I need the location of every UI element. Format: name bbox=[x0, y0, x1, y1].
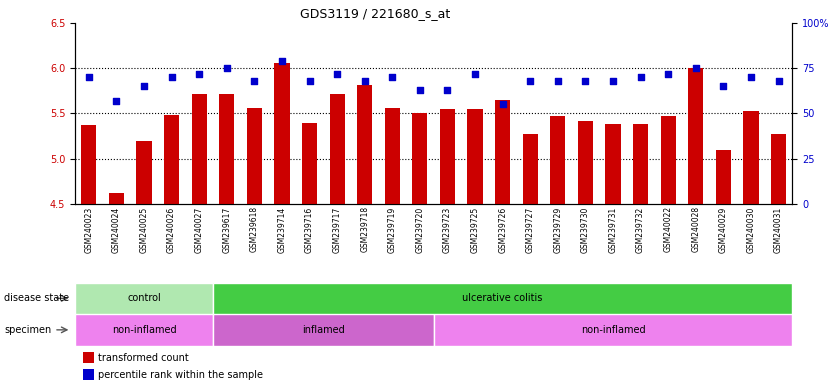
Point bbox=[661, 71, 675, 77]
Bar bbox=[605, 124, 620, 204]
Text: non-inflamed: non-inflamed bbox=[112, 325, 176, 335]
Point bbox=[606, 78, 620, 84]
Text: inflamed: inflamed bbox=[302, 325, 344, 335]
Text: GSM239731: GSM239731 bbox=[609, 206, 617, 253]
Point bbox=[524, 78, 537, 84]
Bar bbox=[75, 314, 213, 346]
Bar bbox=[578, 121, 593, 204]
Bar bbox=[384, 108, 399, 204]
Point bbox=[248, 78, 261, 84]
Text: GSM239618: GSM239618 bbox=[250, 206, 259, 252]
Bar bbox=[137, 141, 152, 204]
Bar bbox=[495, 100, 510, 204]
Text: GSM240023: GSM240023 bbox=[84, 206, 93, 253]
Bar bbox=[274, 63, 289, 204]
Point bbox=[496, 101, 510, 108]
Point bbox=[193, 71, 206, 77]
Bar bbox=[219, 94, 234, 204]
Text: GSM239716: GSM239716 bbox=[305, 206, 314, 253]
Text: transformed count: transformed count bbox=[98, 353, 189, 363]
Bar bbox=[81, 125, 97, 204]
Point bbox=[441, 87, 455, 93]
Text: GSM240024: GSM240024 bbox=[112, 206, 121, 253]
Text: GSM240027: GSM240027 bbox=[194, 206, 203, 253]
Text: GSM239714: GSM239714 bbox=[278, 206, 286, 253]
Bar bbox=[302, 122, 317, 204]
Text: GSM239718: GSM239718 bbox=[360, 206, 369, 252]
Text: non-inflamed: non-inflamed bbox=[580, 325, 646, 335]
Text: GSM239726: GSM239726 bbox=[498, 206, 507, 253]
Text: control: control bbox=[127, 293, 161, 303]
Text: GSM240026: GSM240026 bbox=[167, 206, 176, 253]
Bar bbox=[661, 116, 676, 204]
Bar bbox=[213, 283, 792, 314]
Text: GSM240022: GSM240022 bbox=[664, 206, 673, 252]
Bar bbox=[523, 134, 538, 204]
Point bbox=[385, 74, 399, 80]
Point bbox=[83, 74, 96, 80]
Point bbox=[551, 78, 565, 84]
Text: GSM240029: GSM240029 bbox=[719, 206, 728, 253]
Text: GSM239723: GSM239723 bbox=[443, 206, 452, 253]
Text: GSM240025: GSM240025 bbox=[139, 206, 148, 253]
Bar bbox=[329, 94, 344, 204]
Bar bbox=[550, 116, 565, 204]
Text: GSM239720: GSM239720 bbox=[415, 206, 425, 253]
Point bbox=[579, 78, 592, 84]
Bar bbox=[75, 283, 213, 314]
Bar bbox=[468, 109, 483, 204]
Point bbox=[275, 58, 289, 64]
Bar bbox=[716, 150, 731, 204]
Point bbox=[165, 74, 178, 80]
Point bbox=[358, 78, 371, 84]
Point bbox=[744, 74, 757, 80]
Bar bbox=[688, 68, 703, 204]
Text: ulcerative colitis: ulcerative colitis bbox=[463, 293, 543, 303]
Point bbox=[716, 83, 730, 89]
Text: GSM240030: GSM240030 bbox=[746, 206, 756, 253]
Text: GSM239617: GSM239617 bbox=[223, 206, 231, 253]
Point bbox=[220, 65, 234, 71]
Text: GSM240031: GSM240031 bbox=[774, 206, 783, 253]
Bar bbox=[109, 193, 124, 204]
Bar bbox=[440, 109, 455, 204]
Bar bbox=[247, 108, 262, 204]
Bar bbox=[434, 314, 792, 346]
Text: GSM239727: GSM239727 bbox=[525, 206, 535, 253]
Text: GSM239717: GSM239717 bbox=[333, 206, 342, 253]
Bar bbox=[771, 134, 786, 204]
Text: GSM239719: GSM239719 bbox=[388, 206, 397, 253]
Bar bbox=[83, 369, 94, 380]
Point bbox=[330, 71, 344, 77]
Bar bbox=[192, 94, 207, 204]
Point bbox=[110, 98, 123, 104]
Text: GSM239732: GSM239732 bbox=[636, 206, 645, 253]
Point bbox=[689, 65, 702, 71]
Point bbox=[413, 87, 426, 93]
Point bbox=[771, 78, 785, 84]
Bar bbox=[357, 84, 372, 204]
Point bbox=[303, 78, 316, 84]
Text: GSM239725: GSM239725 bbox=[470, 206, 480, 253]
Bar bbox=[164, 115, 179, 204]
Text: GSM240028: GSM240028 bbox=[691, 206, 701, 252]
Text: GSM239730: GSM239730 bbox=[581, 206, 590, 253]
Point bbox=[469, 71, 482, 77]
Point bbox=[138, 83, 151, 89]
Text: disease state: disease state bbox=[4, 293, 69, 303]
Text: GSM239729: GSM239729 bbox=[553, 206, 562, 253]
Bar bbox=[213, 314, 434, 346]
Text: specimen: specimen bbox=[4, 325, 52, 335]
Point bbox=[634, 74, 647, 80]
Bar bbox=[633, 124, 648, 204]
Text: GDS3119 / 221680_s_at: GDS3119 / 221680_s_at bbox=[300, 7, 450, 20]
Text: percentile rank within the sample: percentile rank within the sample bbox=[98, 370, 264, 380]
Bar bbox=[743, 111, 758, 204]
Bar bbox=[412, 114, 428, 204]
Bar bbox=[83, 352, 94, 363]
